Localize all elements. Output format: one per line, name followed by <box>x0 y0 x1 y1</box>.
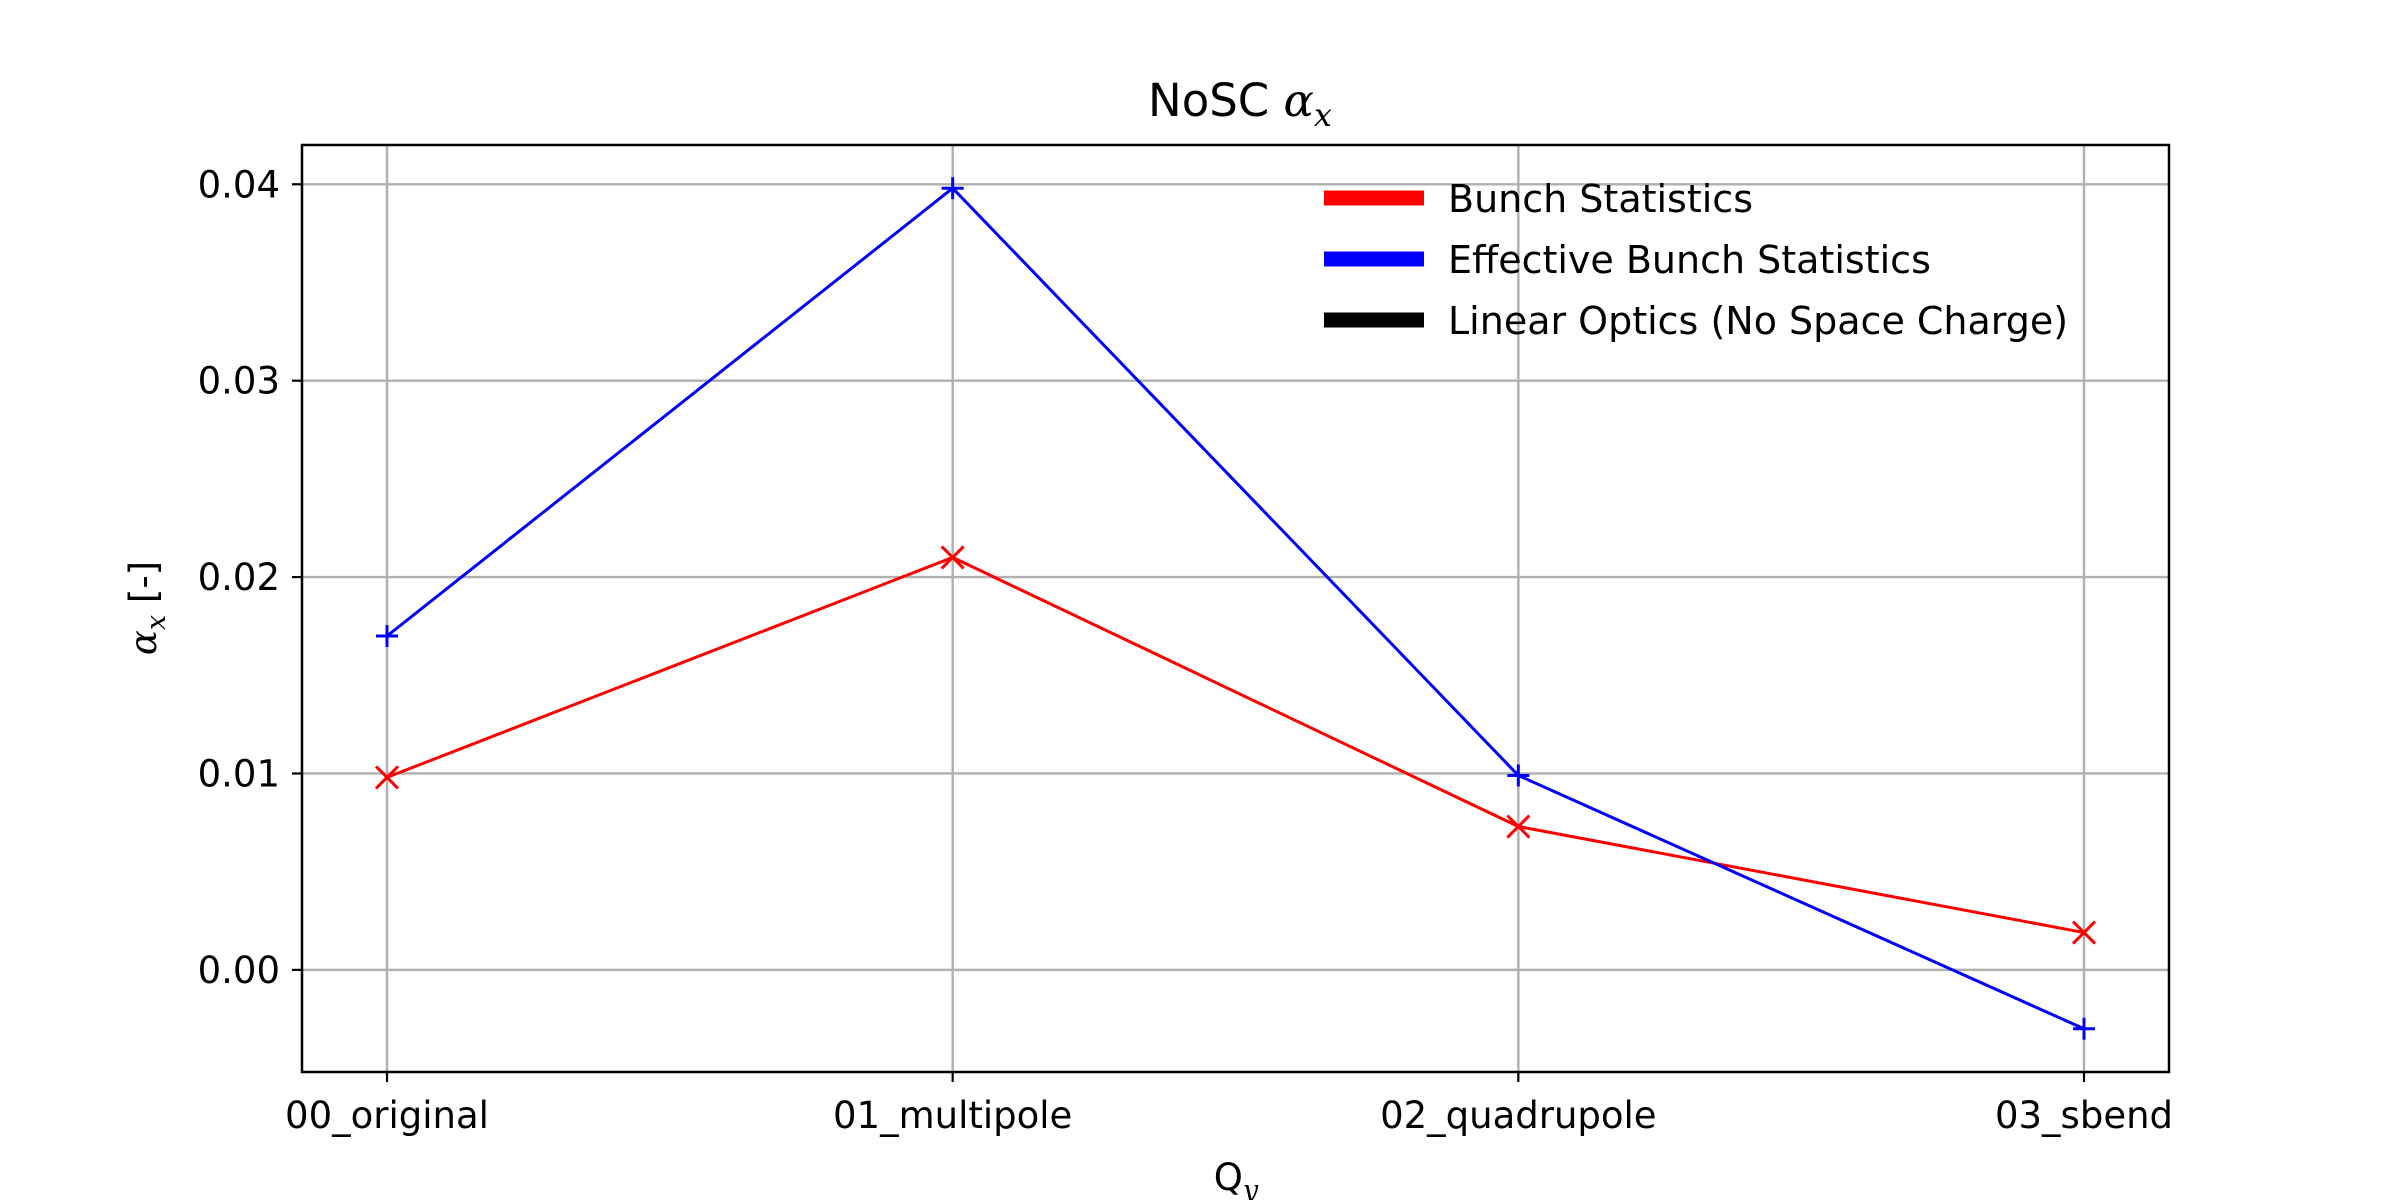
y-axis-ticks: 0.00 0.01 0.02 0.03 0.04 <box>198 163 302 992</box>
marker-stroke <box>374 765 400 790</box>
chart-title-prefix: NoSC <box>1148 74 1283 127</box>
x-axis-ticks: 00_original 01_multipole 02_quadrupole 03_s… <box>285 1072 2173 1137</box>
data-point <box>2071 920 2097 945</box>
y-tick-label: 0.00 <box>198 949 280 992</box>
data-point <box>2073 1017 2095 1040</box>
chart-title-symbol: α <box>1284 74 1314 127</box>
y-tick-label: 0.02 <box>198 556 280 599</box>
y-tick-label: 0.03 <box>198 360 280 403</box>
legend: Bunch Statistics Effective Bunch Statisti… <box>1324 177 2068 343</box>
chart-title: NoSC αx <box>1148 74 1332 134</box>
y-axis-label-unit: [-] <box>122 561 165 615</box>
data-point <box>941 177 964 200</box>
series-1 <box>376 177 2095 1040</box>
data-point <box>1507 764 1530 787</box>
grid-layer <box>302 145 2169 1072</box>
plot-frame <box>300 143 2171 1074</box>
legend-label: Effective Bunch Statistics <box>1448 238 1931 282</box>
data-point <box>374 765 400 790</box>
legend-label: Linear Optics (No Space Charge) <box>1448 299 2068 343</box>
y-tick-label: 0.04 <box>198 163 280 206</box>
legend-label: Bunch Statistics <box>1448 177 1753 221</box>
legend-entry: Effective Bunch Statistics <box>1324 238 1931 282</box>
data-point <box>940 545 965 570</box>
x-tick-label: 02_quadrupole <box>1380 1094 1657 1137</box>
x-axis-label: Qy <box>1214 1156 1259 1200</box>
y-axis-label: αx [-] <box>122 561 172 655</box>
series-0 <box>374 545 2097 945</box>
series-line <box>386 186 2085 1031</box>
x-tick-label: 03_sbend <box>1995 1094 2173 1137</box>
y-axis-label-symbol: α <box>122 630 165 655</box>
data-point <box>376 624 398 647</box>
marker-stroke <box>1506 814 1531 839</box>
marker-stroke <box>940 545 965 570</box>
x-tick-label: 01_multipole <box>833 1094 1072 1137</box>
chart-title-subscript: x <box>1314 96 1332 134</box>
series-layer <box>374 177 2097 1040</box>
series-line <box>386 555 2085 935</box>
y-axis-label-subscript: x <box>141 615 172 630</box>
x-tick-label: 00_original <box>285 1094 489 1137</box>
y-tick-label: 0.01 <box>198 752 280 795</box>
legend-entry: Bunch Statistics <box>1324 177 1753 221</box>
x-axis-label-subscript: y <box>1242 1175 1259 1200</box>
x-axis-label-symbol: Q <box>1214 1156 1243 1199</box>
marker-stroke <box>2071 920 2097 945</box>
legend-entry: Linear Optics (No Space Charge) <box>1324 299 2068 343</box>
data-point <box>1506 814 1531 839</box>
